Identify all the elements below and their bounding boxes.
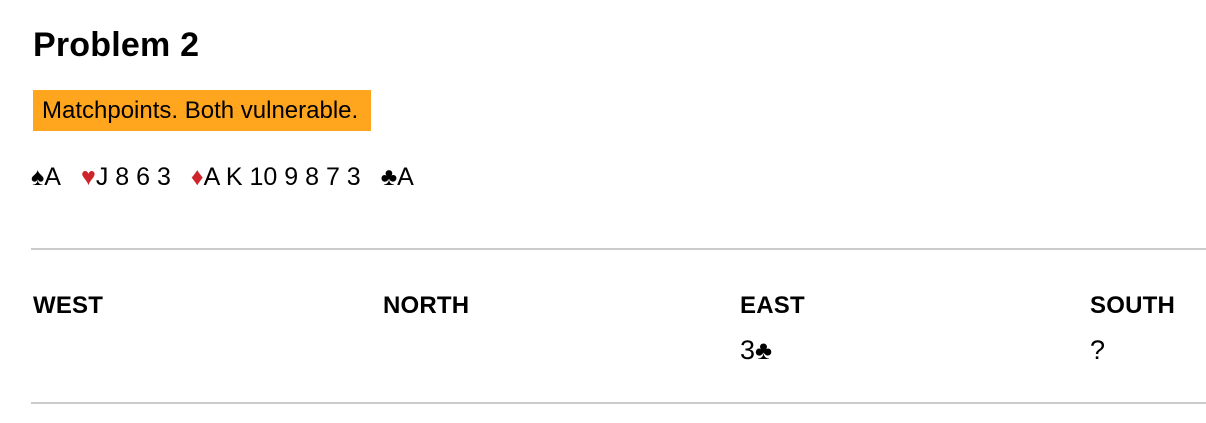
bridge-problem-page: Problem 2 Matchpoints. Both vulnerable. … (0, 26, 1206, 404)
divider-bottom (31, 402, 1206, 404)
auction-call-west (33, 337, 383, 363)
auction-header-east: EAST (740, 292, 805, 319)
divider-top (31, 248, 1206, 250)
bid-level: 3 (740, 335, 756, 365)
hand-diamonds-cards: A K 10 9 8 7 3 (203, 163, 361, 191)
hand-spades: ♠A (31, 162, 61, 192)
spade-icon: ♠ (31, 163, 45, 191)
hand-hearts: ♥J 8 6 3 (81, 162, 171, 192)
auction-header-south: SOUTH (1090, 292, 1175, 319)
hand-clubs: ♣A (381, 162, 414, 192)
hand-spades-cards: A (44, 163, 61, 191)
auction-call-east: 3♣ (740, 335, 1090, 365)
diamond-icon: ♦ (190, 163, 204, 191)
hand-diamonds: ♦A K 10 9 8 7 3 (191, 162, 361, 192)
auction-header-north: NORTH (383, 292, 470, 319)
hand-clubs-cards: A (397, 163, 414, 191)
conditions-highlight: Matchpoints. Both vulnerable. (33, 90, 372, 131)
auction-header-west: WEST (33, 292, 104, 319)
auction-call-south: ? (1090, 335, 1106, 365)
auction-table: WEST NORTH EAST SOUTH 3♣ ? (33, 292, 1206, 365)
club-icon: ♣ (755, 335, 773, 365)
hand-display: ♠A ♥J 8 6 3 ♦A K 10 9 8 7 3 ♣A (31, 162, 1206, 192)
heart-icon: ♥ (80, 163, 96, 191)
conditions-row: Matchpoints. Both vulnerable. (33, 90, 1206, 131)
auction-call-north (383, 337, 740, 363)
hand-hearts-cards: J 8 6 3 (95, 163, 171, 191)
club-icon: ♣ (380, 163, 398, 191)
page-title: Problem 2 (33, 26, 200, 64)
